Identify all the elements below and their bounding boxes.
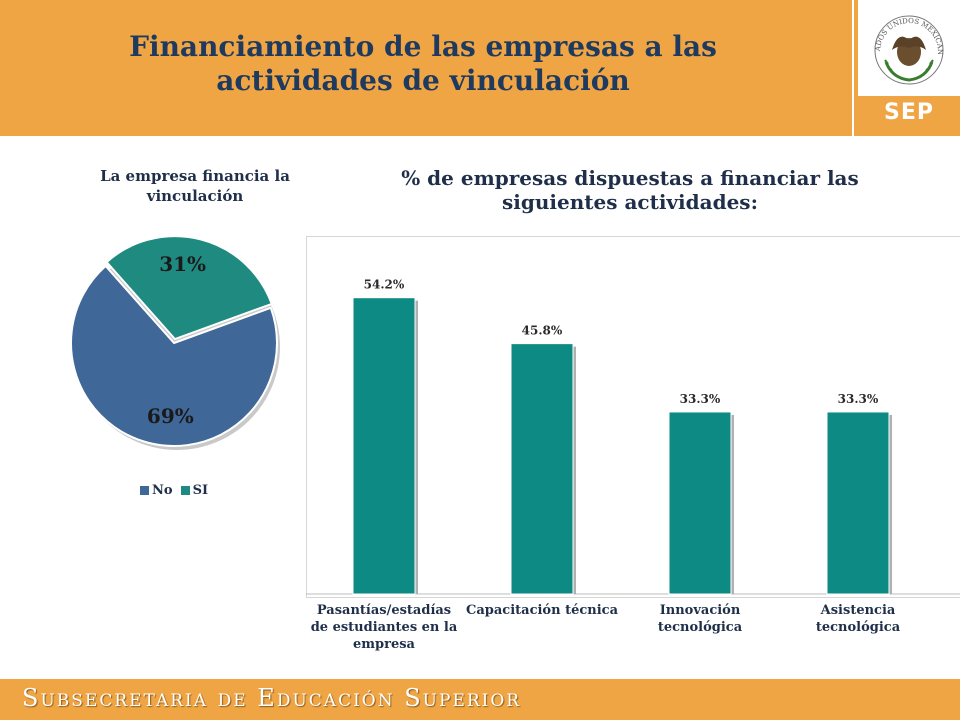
x-tick-label-4: Asistencia tecnológica (816, 603, 901, 635)
bar-value-label-4: 33.3% (838, 392, 879, 406)
pie-slice-si (105, 235, 274, 341)
bar-value-label-1: 54.2% (364, 278, 405, 292)
legend-swatch-no (140, 486, 149, 495)
bar-chart-title: % de empresas dispuestas a financiar las… (360, 166, 900, 214)
sep-logo-text: SEP (884, 100, 934, 125)
bar-1 (352, 297, 416, 595)
footer-text: Subsecretaria de Educación Superior (22, 684, 522, 712)
pie-chart-title-line1: La empresa financia la (100, 167, 290, 185)
mexican-seal-icon: ESTADOS UNIDOS MEXICANOS (855, 0, 944, 85)
bar-2 (510, 343, 574, 595)
header-divider (852, 0, 854, 136)
legend-item-no: No (140, 483, 173, 498)
header-bar (0, 0, 960, 136)
page-title-line1: Financiamiento de las empresas a las (129, 30, 717, 63)
bar-value-label-3: 33.3% (680, 392, 721, 406)
legend-label-no: No (152, 483, 173, 498)
legend-label-si: SI (192, 483, 209, 498)
sep-logo: ESTADOS UNIDOS MEXICANOS SEP (855, 0, 960, 136)
pie-chart-title-line2: vinculación (146, 187, 244, 205)
sep-band (858, 96, 960, 136)
pie-label-no: 69% (147, 404, 194, 428)
bar-4 (826, 411, 890, 595)
x-tick-label-1: Pasantías/estadías de estudiantes en la em… (311, 603, 458, 652)
pie-slice-no (70, 264, 278, 447)
footer-bar (0, 679, 960, 720)
x-tick-label-2: Capacitación técnica (466, 603, 619, 618)
legend-item-si: SI (180, 483, 209, 498)
bar-chart-title-line2: siguientes actividades: (502, 190, 758, 214)
pie-chart-title: La empresa financia la vinculación (70, 166, 320, 206)
page-title: Financiamiento de las empresas a las act… (0, 30, 846, 98)
pie-chart: 69% 31% (70, 235, 280, 450)
bar-3 (668, 411, 732, 595)
legend-swatch-si (180, 486, 190, 495)
pie-legend: No SI (140, 483, 208, 498)
bar-chart-title-line1: % de empresas dispuestas a financiar las (401, 166, 859, 190)
bar-value-label-2: 45.8% (522, 324, 563, 338)
x-tick-label-3: Innovación tecnológica (658, 603, 743, 635)
page-title-line2: actividades de vinculación (216, 64, 630, 97)
bar-chart: 54.2% Pasantías/estadías de estudiantes en… (306, 278, 960, 652)
pie-label-si: 31% (159, 252, 206, 276)
